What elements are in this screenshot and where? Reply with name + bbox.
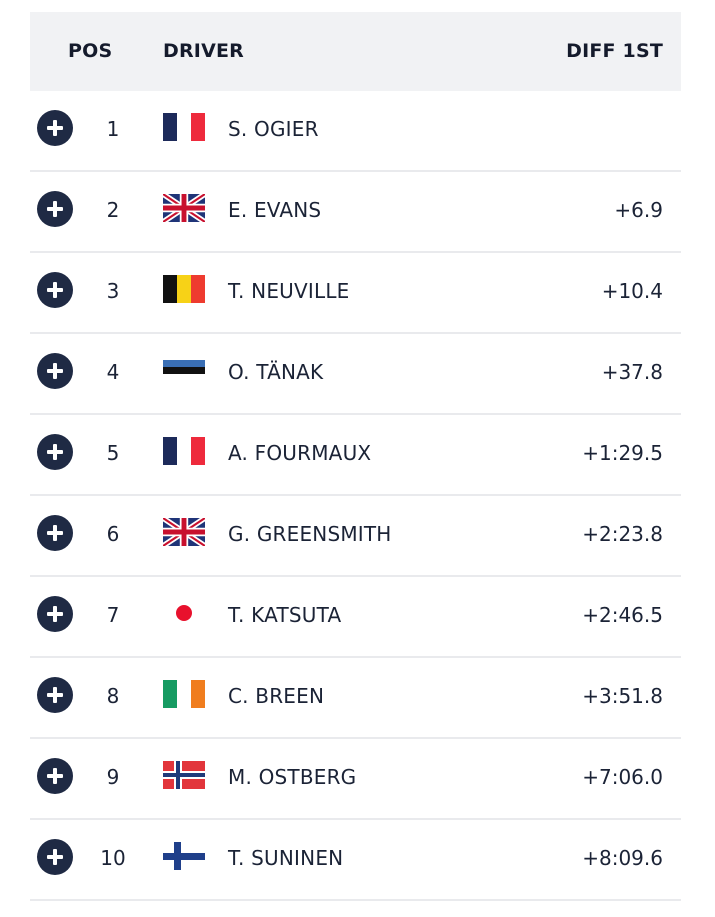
driver-name: O. TÄNAK — [228, 360, 324, 384]
table-row: 6 G. GREENSMITH +2:23.8 — [30, 496, 681, 577]
position-cell: 2 — [106, 198, 120, 222]
expand-row-button[interactable] — [37, 110, 73, 146]
position-cell: 8 — [106, 684, 120, 708]
table-body: 1 S. OGIER 2 E. EVANS +6.9 3 T. NEUVILLE +10.4 4… — [30, 91, 681, 901]
driver-name: T. KATSUTA — [228, 603, 342, 627]
belgium-flag-icon — [163, 275, 205, 303]
diff-to-first: +2:46.5 — [582, 603, 663, 627]
driver-name: E. EVANS — [228, 198, 322, 222]
expand-row-button[interactable] — [37, 353, 73, 389]
standings-table: POS DRIVER DIFF 1ST 1 S. OGIER 2 E. EVANS +6… — [30, 12, 681, 901]
driver-name: T. NEUVILLE — [228, 279, 350, 303]
position-cell: 3 — [106, 279, 120, 303]
diff-to-first: +3:51.8 — [582, 684, 663, 708]
table-row: 9 M. OSTBERG +7:06.0 — [30, 739, 681, 820]
position-cell: 6 — [106, 522, 120, 546]
expand-row-button[interactable] — [37, 272, 73, 308]
expand-row-button[interactable] — [37, 434, 73, 470]
expand-row-button[interactable] — [37, 596, 73, 632]
table-row: 2 E. EVANS +6.9 — [30, 172, 681, 253]
norway-flag-icon — [163, 761, 205, 789]
header-pos: POS — [68, 40, 113, 62]
position-cell: 7 — [106, 603, 120, 627]
estonia-flag-icon — [163, 356, 205, 384]
expand-row-button[interactable] — [37, 515, 73, 551]
table-row: 3 T. NEUVILLE +10.4 — [30, 253, 681, 334]
header-driver: DRIVER — [163, 40, 244, 62]
position-cell: 10 — [100, 846, 126, 870]
diff-to-first: +6.9 — [614, 198, 663, 222]
driver-name: T. SUNINEN — [228, 846, 344, 870]
france-flag-icon — [163, 437, 205, 465]
expand-row-button[interactable] — [37, 758, 73, 794]
table-row: 8 C. BREEN +3:51.8 — [30, 658, 681, 739]
diff-to-first: +7:06.0 — [582, 765, 663, 789]
position-cell: 9 — [106, 765, 120, 789]
japan-flag-icon — [163, 599, 205, 627]
expand-row-button[interactable] — [37, 677, 73, 713]
diff-to-first: +10.4 — [601, 279, 663, 303]
driver-name: A. FOURMAUX — [228, 441, 372, 465]
table-row: 10 T. SUNINEN +8:09.6 — [30, 820, 681, 901]
table-row: 1 S. OGIER — [30, 91, 681, 172]
table-row: 4 O. TÄNAK +37.8 — [30, 334, 681, 415]
table-row: 5 A. FOURMAUX +1:29.5 — [30, 415, 681, 496]
position-cell: 1 — [106, 117, 120, 141]
table-row: 7 T. KATSUTA +2:46.5 — [30, 577, 681, 658]
uk-flag-icon — [163, 518, 205, 546]
expand-row-button[interactable] — [37, 191, 73, 227]
table-header: POS DRIVER DIFF 1ST — [30, 12, 681, 91]
expand-row-button[interactable] — [37, 839, 73, 875]
finland-flag-icon — [163, 842, 205, 870]
driver-name: C. BREEN — [228, 684, 325, 708]
position-cell: 4 — [106, 360, 120, 384]
diff-to-first: +8:09.6 — [582, 846, 663, 870]
diff-to-first: +2:23.8 — [582, 522, 663, 546]
header-diff: DIFF 1ST — [566, 40, 663, 62]
driver-name: S. OGIER — [228, 117, 319, 141]
france-flag-icon — [163, 113, 205, 141]
driver-name: G. GREENSMITH — [228, 522, 392, 546]
diff-to-first: +37.8 — [601, 360, 663, 384]
uk-flag-icon — [163, 194, 205, 222]
position-cell: 5 — [106, 441, 120, 465]
ireland-flag-icon — [163, 680, 205, 708]
diff-to-first: +1:29.5 — [582, 441, 663, 465]
driver-name: M. OSTBERG — [228, 765, 357, 789]
